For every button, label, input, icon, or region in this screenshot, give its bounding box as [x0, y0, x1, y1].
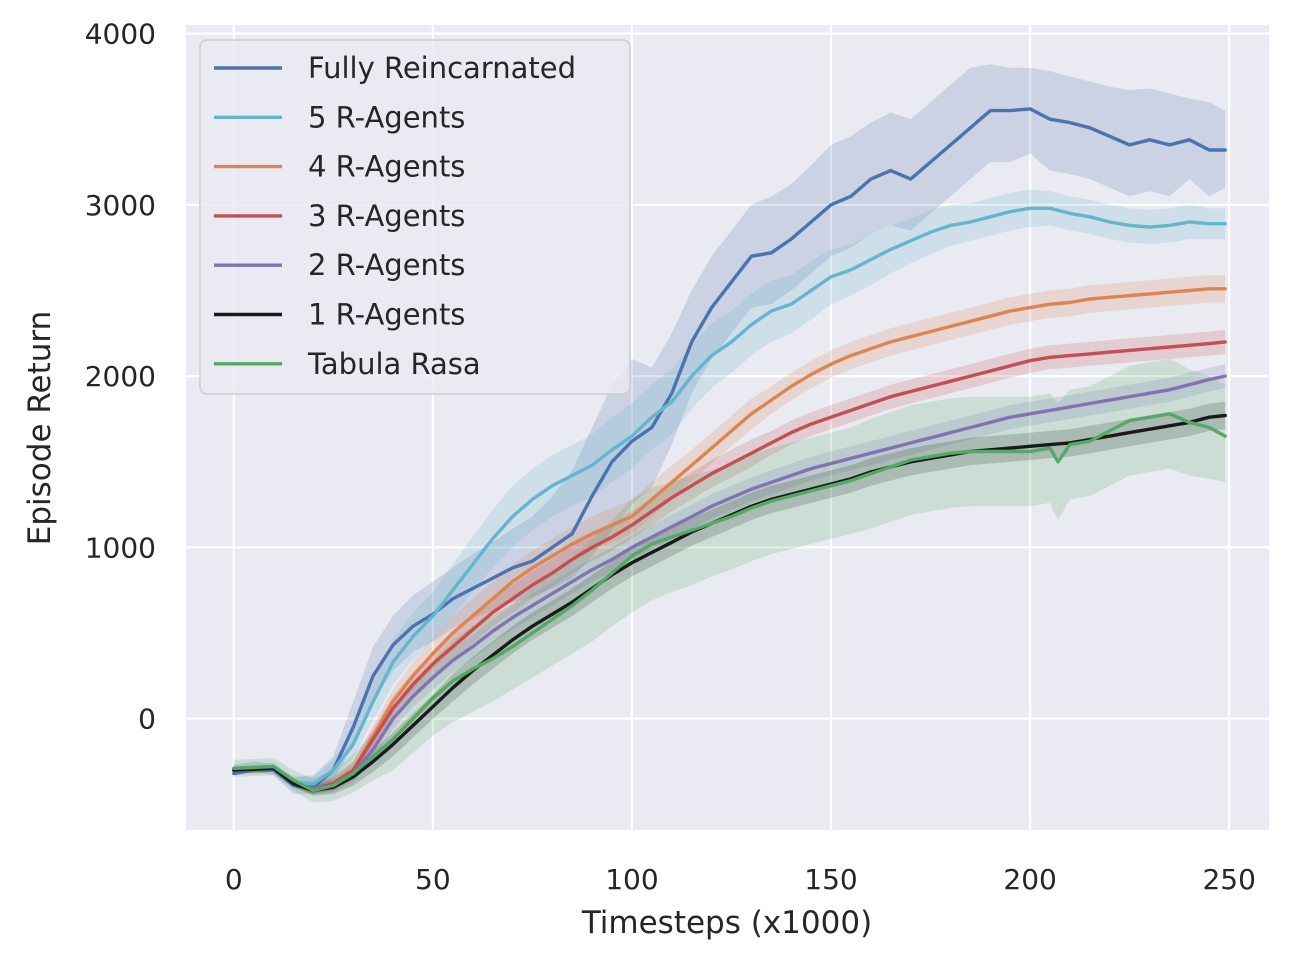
legend-label: 4 R-Agents	[308, 150, 465, 184]
legend-box	[199, 39, 631, 395]
x-tick-label: 50	[415, 863, 451, 896]
y-tick-label: 1000	[85, 531, 156, 564]
legend: Fully Reincarnated 5 R-Agents 4 R-Agents 3 …	[199, 39, 631, 395]
legend-label: 1 R-Agents	[308, 298, 465, 332]
x-tick-label: 200	[1003, 863, 1056, 896]
confidence-band	[233, 364, 1226, 794]
confidence-band	[233, 359, 1226, 803]
series-line	[232, 340, 1227, 791]
series-line	[232, 412, 1227, 793]
series-line	[232, 287, 1227, 791]
y-tick-label: 4000	[85, 18, 156, 51]
y-tick-labels: 0 1000 2000 3000 4000	[85, 18, 156, 736]
confidence-band	[233, 401, 1226, 796]
y-tick-label: 2000	[85, 360, 156, 393]
legend-label: Tabula Rasa	[307, 347, 481, 381]
y-tick-label: 3000	[85, 189, 156, 222]
y-axis-label: Episode Return	[22, 311, 58, 545]
legend-label: Fully Reincarnated	[308, 51, 576, 85]
x-axis-label: Timesteps (x1000)	[581, 905, 872, 941]
confidence-band	[233, 64, 1226, 794]
y-tick-label: 0	[138, 703, 156, 736]
confidence-bands	[233, 64, 1226, 803]
x-tick-labels: 0 50 100 150 200 250	[225, 863, 1256, 896]
x-tick-label: 0	[225, 863, 243, 896]
legend-label: 5 R-Agents	[308, 100, 465, 134]
series-line	[232, 374, 1227, 791]
x-tick-label: 150	[804, 863, 857, 896]
x-tick-label: 100	[605, 863, 658, 896]
series-lines	[232, 107, 1227, 793]
series-line	[232, 206, 1227, 786]
series-line	[232, 107, 1227, 789]
x-tick-label: 250	[1202, 863, 1255, 896]
legend-label: 2 R-Agents	[308, 248, 465, 282]
legend-label: 3 R-Agents	[308, 199, 465, 233]
